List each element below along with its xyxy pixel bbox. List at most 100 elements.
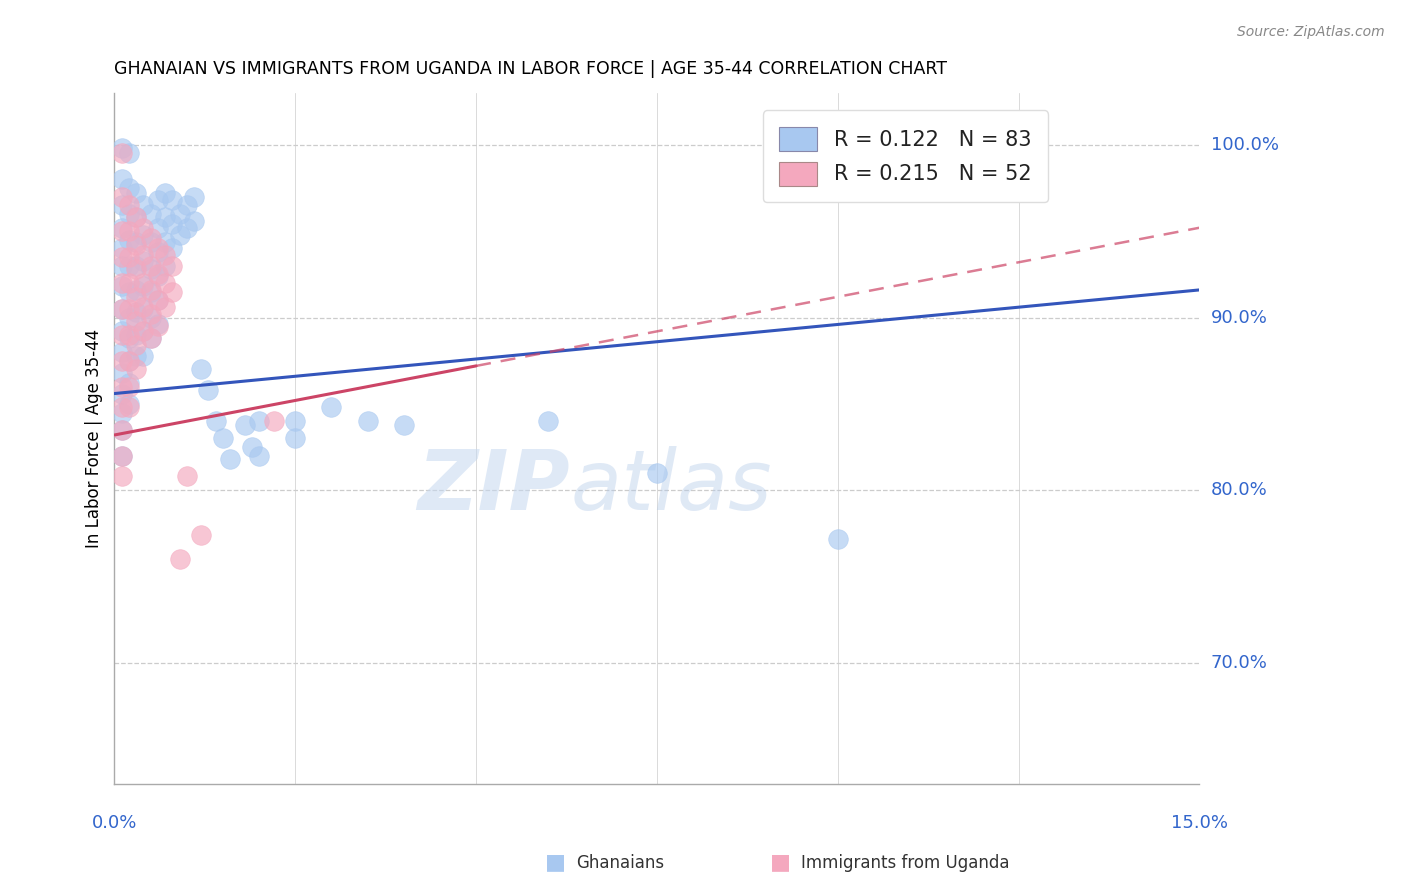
Point (146, 293, 169, 308)
Point (125, 349, 148, 363)
Point (111, 198, 134, 212)
Point (111, 379, 134, 393)
Point (212, 432, 235, 446)
Point (146, 242, 169, 256)
Point (162, 193, 184, 207)
Point (132, 198, 155, 212)
Point (118, 146, 141, 161)
Point (125, 235, 148, 249)
Text: Ghanaians: Ghanaians (576, 855, 665, 872)
Text: ■: ■ (770, 853, 790, 872)
Point (827, 532, 849, 546)
Point (176, 198, 198, 212)
Point (118, 331, 141, 345)
Point (111, 279, 134, 293)
Point (392, 417, 415, 432)
Point (125, 211, 148, 225)
Point (153, 300, 176, 314)
Point (284, 414, 307, 428)
Point (118, 207, 141, 221)
Point (111, 146, 134, 161)
Point (111, 301, 134, 316)
Point (132, 349, 155, 363)
Point (118, 250, 141, 264)
Text: ■: ■ (546, 853, 565, 872)
Point (153, 186, 176, 201)
Point (111, 324, 134, 338)
Point (111, 259, 134, 273)
Point (162, 285, 184, 299)
Point (111, 172, 134, 186)
Point (111, 386, 134, 401)
Point (118, 233, 141, 247)
Point (139, 331, 162, 345)
Point (146, 269, 169, 284)
Point (111, 301, 134, 316)
Point (240, 440, 263, 454)
Point (118, 327, 141, 342)
Point (125, 327, 148, 342)
Point (132, 279, 155, 293)
Point (118, 198, 141, 212)
Point (125, 262, 148, 277)
Text: 0.0%: 0.0% (91, 814, 138, 832)
Point (169, 552, 191, 566)
Text: 90.0%: 90.0% (1211, 309, 1267, 326)
Point (125, 305, 148, 319)
Point (139, 285, 162, 299)
Point (111, 250, 134, 264)
Y-axis label: In Labor Force | Age 35-44: In Labor Force | Age 35-44 (86, 329, 103, 548)
Text: 70.0%: 70.0% (1211, 654, 1267, 672)
Point (118, 301, 141, 316)
Point (118, 353, 141, 368)
Point (111, 405, 134, 419)
Point (233, 417, 256, 432)
Point (125, 238, 148, 252)
Point (125, 338, 148, 352)
Point (111, 449, 134, 463)
Point (132, 248, 155, 262)
Point (132, 253, 155, 268)
Point (111, 345, 134, 359)
Point (153, 259, 176, 273)
Text: 80.0%: 80.0% (1211, 482, 1267, 500)
Point (111, 401, 134, 415)
Point (247, 414, 270, 428)
Point (153, 211, 176, 225)
Point (190, 528, 212, 542)
Point (125, 211, 148, 225)
Point (118, 353, 141, 368)
Point (125, 290, 148, 304)
Text: GHANAIAN VS IMMIGRANTS FROM UGANDA IN LABOR FORCE | AGE 35-44 CORRELATION CHART: GHANAIAN VS IMMIGRANTS FROM UGANDA IN LA… (114, 60, 948, 78)
Point (162, 242, 184, 256)
Text: Source: ZipAtlas.com: Source: ZipAtlas.com (1237, 25, 1385, 39)
Point (118, 181, 141, 195)
Point (247, 449, 270, 463)
Point (139, 259, 162, 273)
Point (125, 259, 148, 273)
Point (125, 186, 148, 201)
Point (111, 423, 134, 437)
Point (284, 432, 307, 446)
Point (139, 310, 162, 325)
Point (132, 324, 155, 338)
Point (197, 383, 219, 397)
Point (111, 366, 134, 380)
Point (111, 449, 134, 463)
Point (162, 217, 184, 231)
Point (139, 231, 162, 245)
Point (356, 414, 378, 428)
Point (146, 319, 169, 334)
Point (132, 300, 155, 314)
Point (190, 362, 212, 376)
Point (537, 414, 560, 428)
Point (118, 376, 141, 391)
Point (139, 307, 162, 321)
Point (183, 214, 205, 228)
Point (118, 224, 141, 238)
Text: 15.0%: 15.0% (1171, 814, 1227, 832)
Point (153, 248, 176, 262)
Point (111, 189, 134, 203)
Point (111, 469, 134, 483)
Point (139, 331, 162, 345)
